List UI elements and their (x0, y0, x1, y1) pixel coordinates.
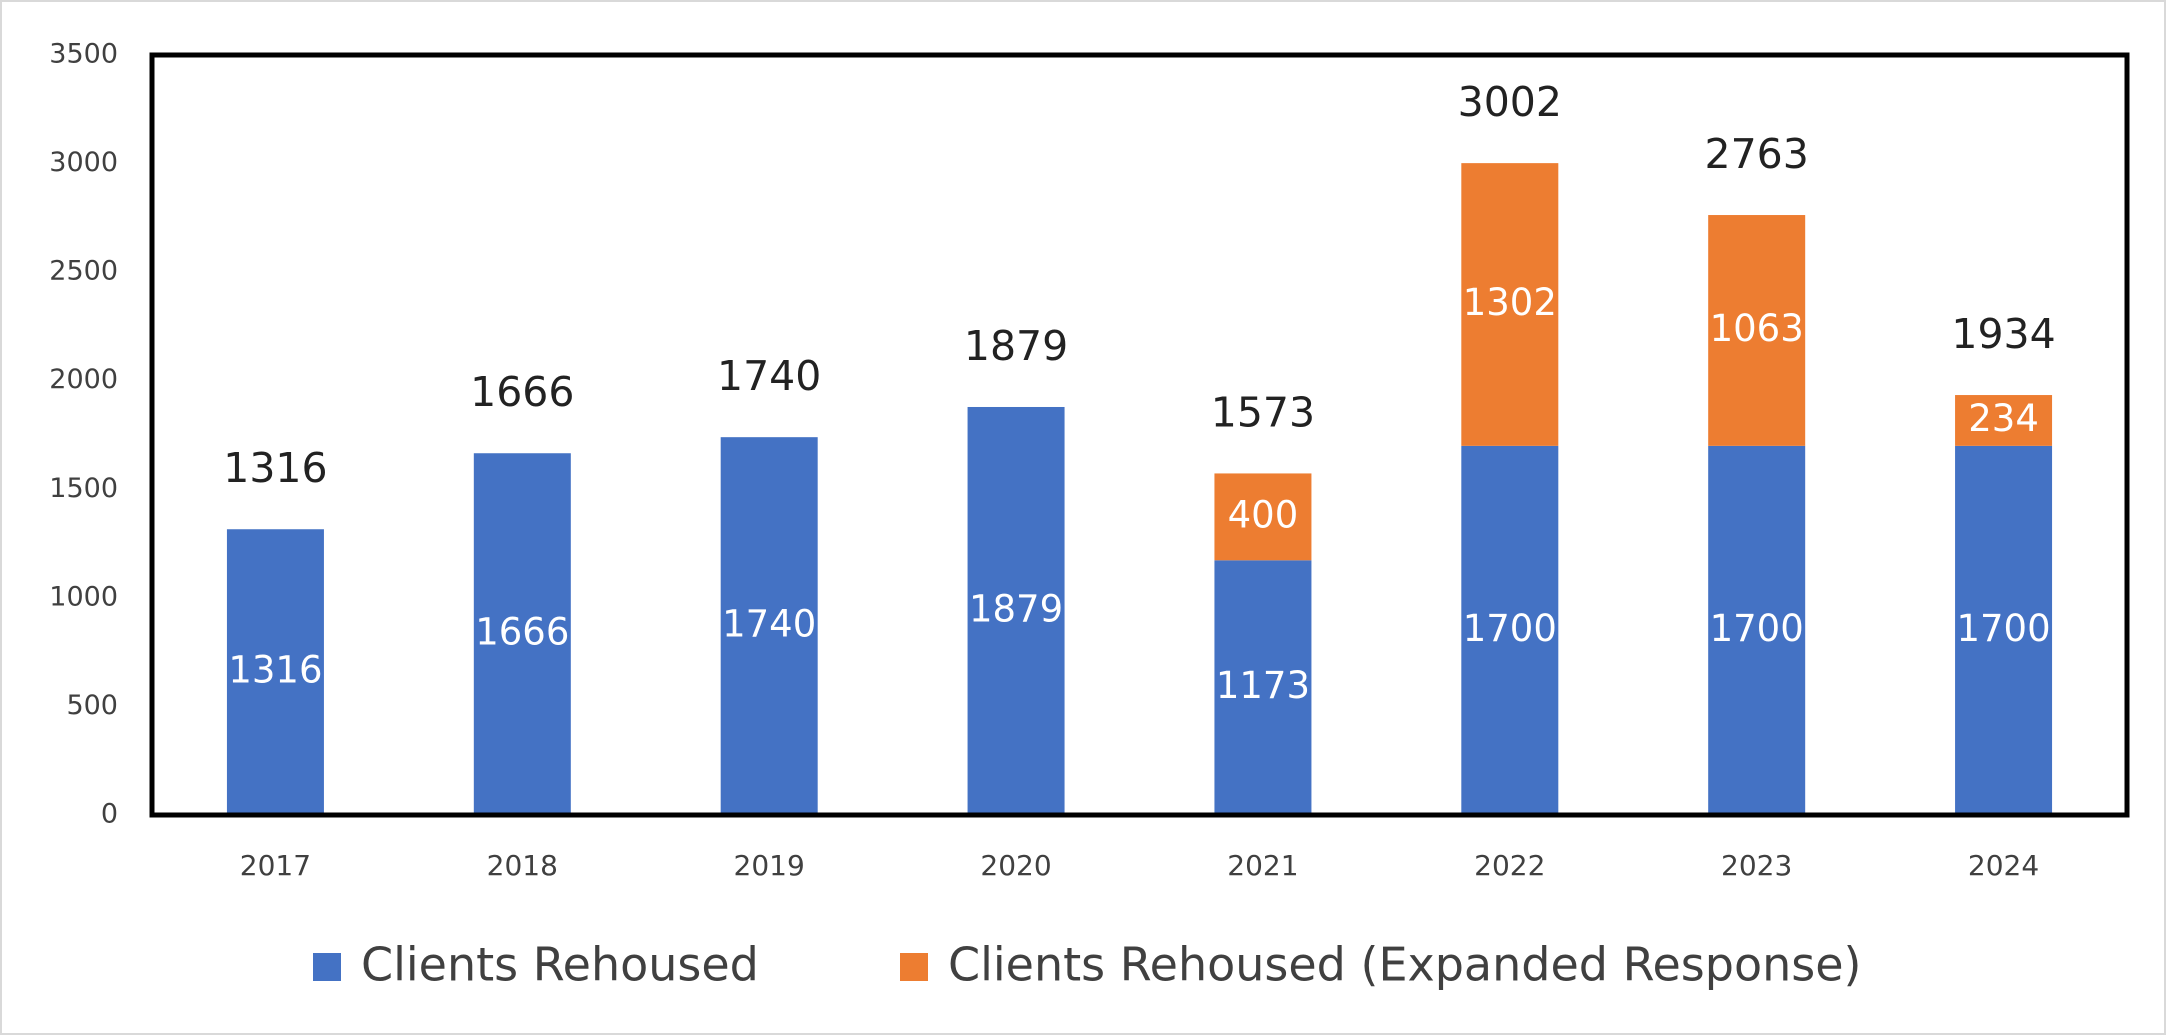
legend-label: Clients Rehoused (Expanded Response) (948, 938, 1861, 992)
bar-segment (1214, 560, 1312, 815)
total-label: 1740 (717, 352, 821, 400)
data-label: 1700 (1710, 607, 1804, 650)
x-tick-label: 2020 (980, 849, 1051, 882)
data-label: 1740 (722, 603, 816, 646)
y-tick-label: 0 (101, 799, 118, 830)
total-label: 1666 (470, 368, 574, 416)
data-label: 234 (1968, 397, 2039, 440)
total-label: 3002 (1458, 78, 1562, 126)
bar-segment (1708, 215, 1806, 446)
x-tick-label: 2019 (734, 849, 805, 882)
plot-frame (149, 52, 2130, 818)
y-tick-label: 1500 (49, 473, 118, 504)
data-label: 1666 (475, 611, 569, 654)
bar-segment (226, 529, 324, 815)
x-tick-label: 2017 (240, 849, 311, 882)
data-label: 1700 (1956, 607, 2050, 650)
y-tick-label: 3000 (49, 147, 118, 178)
data-label: 1879 (969, 587, 1063, 630)
total-label: 1879 (964, 322, 1068, 370)
y-tick-label: 500 (66, 690, 118, 721)
bar-segment (1461, 163, 1559, 446)
x-tick-label: 2021 (1227, 849, 1298, 882)
bar-segment (1461, 445, 1559, 815)
bar-segment (1955, 445, 2053, 815)
x-tick-label: 2018 (487, 849, 558, 882)
bar-segment (1214, 473, 1312, 561)
y-tick-label: 2500 (49, 256, 118, 287)
legend-swatch (313, 953, 341, 981)
bar-segment (1955, 395, 2053, 446)
legend-swatch (900, 953, 928, 981)
data-label: 1173 (1216, 664, 1310, 707)
total-label: 1573 (1211, 388, 1315, 436)
total-label: 2763 (1705, 130, 1809, 178)
data-label: 1063 (1710, 307, 1804, 350)
data-label: 1302 (1463, 281, 1557, 324)
y-tick-label: 3500 (49, 39, 118, 70)
data-label: 1700 (1463, 607, 1557, 650)
total-label: 1934 (1951, 310, 2055, 358)
bar-segment (967, 406, 1065, 815)
total-label: 1316 (223, 444, 327, 492)
x-tick-label: 2022 (1474, 849, 1545, 882)
bar-segment (720, 437, 818, 815)
x-tick-label: 2023 (1721, 849, 1792, 882)
y-tick-label: 2000 (49, 364, 118, 395)
bar-segment (1708, 445, 1806, 815)
bar-segment (473, 453, 571, 815)
data-label: 400 (1228, 493, 1299, 536)
data-label: 1316 (228, 649, 322, 692)
x-tick-label: 2024 (1968, 849, 2039, 882)
legend-label: Clients Rehoused (361, 938, 759, 992)
y-tick-label: 1000 (49, 581, 118, 612)
